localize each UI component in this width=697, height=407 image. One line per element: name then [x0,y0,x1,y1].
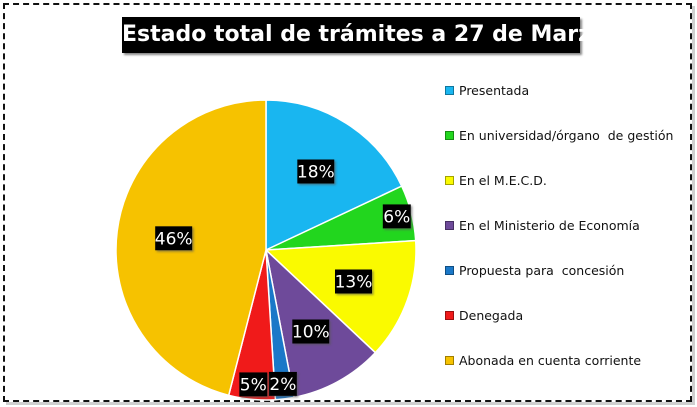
data-label-presentada: 18% [297,159,335,184]
data-label-text: 2% [269,375,296,395]
data-label-box [268,371,297,396]
data-label-box [292,319,330,344]
legend-label: Propuesta para concesión [459,262,625,278]
data-label-text: 5% [240,375,267,395]
data-label-en-el-ministerio-de-economia: 10% [292,319,330,344]
pie-data-labels: 18% 6% 13% 10% 2%5% 46% [155,159,411,397]
legend-item-en-el-ministerio-de-economia[interactable]: En el Ministerio de Economía [445,215,640,235]
data-label-en-universidad-organo-de-gestion: 6% [382,204,411,229]
legend-item-denegada[interactable]: Denegada [445,305,523,325]
legend-label: Denegada [459,307,524,323]
pie-slice-en-el-m-e-c-d[interactable] [264,239,417,354]
data-label-box [335,269,372,294]
data-label-propuesta-para-concesion: 2% [268,371,297,396]
data-label-abonada-en-cuenta-corriente: 46% [155,226,193,251]
data-label-box [382,204,411,229]
data-label-text: 10% [292,323,330,343]
pie-slices [115,99,417,401]
data-label-denegada: 5% [239,372,268,397]
legend-label: Abonada en cuenta corriente [459,352,642,368]
legend-swatch [445,175,454,185]
legend-item-en-universidad-organo-de-gestion[interactable]: En universidad/órgano de gestión [445,125,673,145]
legend-item-presentada[interactable]: Presentada [445,80,529,100]
data-label-box [155,226,193,251]
legend-item-abonada-en-cuenta-corriente[interactable]: Abonada en cuenta corriente [445,350,641,370]
data-label-text: 18% [297,163,335,183]
legend-swatch [445,265,454,275]
legend-item-en-el-m-e-c-d[interactable]: En el M.E.C.D. [445,170,547,190]
legend-label: En universidad/órgano de gestión [459,127,674,143]
legend-label: En el M.E.C.D. [459,172,547,188]
legend-label: Presentada [459,82,530,98]
legend-item-propuesta-para-concesion[interactable]: Propuesta para concesión [445,260,624,280]
data-label-text: 46% [155,229,193,249]
legend-swatch [445,130,454,140]
data-label-en-el-m-e-c-d: 13% [335,269,373,294]
legend-swatch [445,355,454,365]
legend-swatch [445,220,454,230]
data-label-box [297,159,335,184]
legend-swatch [445,310,454,320]
chart-title: Estado total de trámites a 27 de Marzo. [122,17,614,53]
data-label-text: 6% [383,207,410,227]
legend-label: En el Ministerio de Economía [459,217,640,233]
legend-swatch [445,85,454,95]
data-label-text: 13% [335,273,373,293]
data-label-box [239,372,268,397]
